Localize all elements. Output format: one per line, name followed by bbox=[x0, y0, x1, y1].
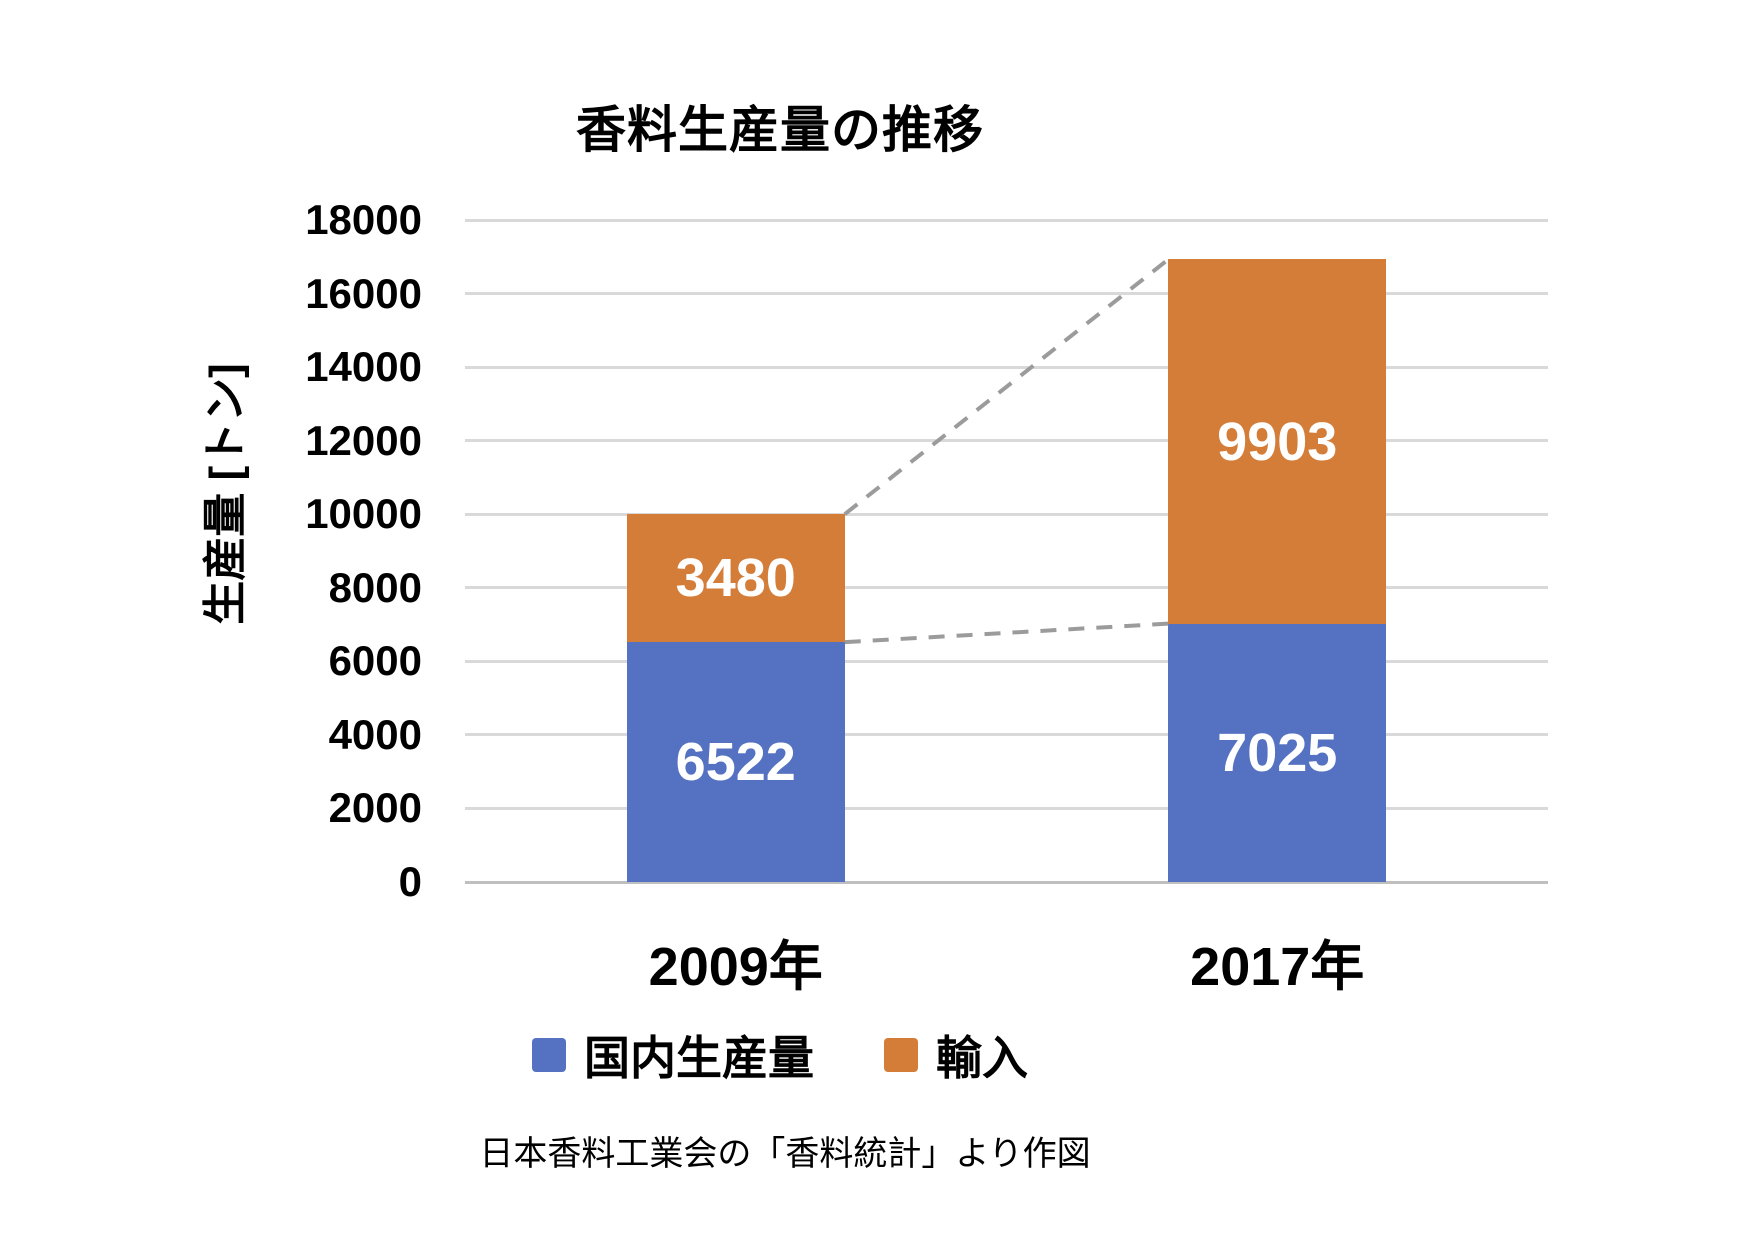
bar-value-label: 6522 bbox=[675, 732, 796, 793]
y-tick-label-18000: 18000 bbox=[305, 196, 422, 243]
bar-value-label: 9903 bbox=[1217, 411, 1338, 472]
legend-item-国内生産量: 国内生産量 bbox=[532, 1022, 814, 1088]
chart-title: 香料生産量の推移 bbox=[576, 102, 984, 158]
gridline-8000 bbox=[465, 586, 1548, 590]
bar-segment-国内生産量-2009年: 6522 bbox=[626, 642, 845, 882]
legend-swatch-icon bbox=[884, 1038, 918, 1072]
bar-value-label: 7025 bbox=[1217, 722, 1338, 783]
y-tick-label-16000: 16000 bbox=[305, 269, 422, 317]
plot-area: 6522 3480 7025 9903 bbox=[465, 218, 1548, 884]
legend-item-輸入: 輸入 bbox=[884, 1022, 1028, 1088]
bar-segment-国内生産量-2017年: 7025 bbox=[1168, 623, 1387, 882]
bar-segment-輸入-2017年: 9903 bbox=[1168, 259, 1387, 624]
gridline-6000 bbox=[465, 659, 1548, 663]
legend-label: 国内生産量 bbox=[584, 1032, 814, 1084]
y-tick-label-12000: 12000 bbox=[305, 416, 422, 464]
y-tick-label-8000: 8000 bbox=[328, 563, 422, 611]
y-tick-label-6000: 6000 bbox=[328, 637, 422, 685]
y-tick-label-2000: 2000 bbox=[328, 784, 422, 832]
x-category-label-2009年: 2009年 bbox=[648, 937, 823, 997]
legend-label: 輸入 bbox=[936, 1032, 1028, 1084]
gridline-2000 bbox=[465, 806, 1548, 810]
y-tick-label-4000: 4000 bbox=[328, 710, 422, 758]
gridline-18000 bbox=[465, 218, 1548, 222]
legend-swatch-icon bbox=[532, 1038, 566, 1072]
source-caption: 日本香料工業会の「香料統計」より作図 bbox=[479, 1136, 1091, 1173]
y-tick-label-14000: 14000 bbox=[305, 343, 422, 391]
gridline-0 bbox=[465, 880, 1548, 884]
y-tick-label-10000: 10000 bbox=[305, 490, 422, 538]
y-tick-label-0: 0 bbox=[398, 858, 422, 905]
legend: 国内生産量 輸入 bbox=[0, 1022, 1560, 1088]
bar-segment-輸入-2009年: 3480 bbox=[626, 514, 845, 643]
x-category-label-2017年: 2017年 bbox=[1190, 937, 1365, 997]
gridline-4000 bbox=[465, 733, 1548, 737]
bar-value-label: 3480 bbox=[675, 548, 796, 609]
